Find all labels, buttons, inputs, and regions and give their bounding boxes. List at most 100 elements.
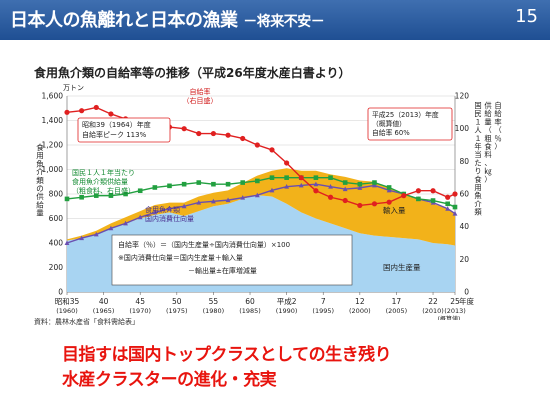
x-extra-label: (概算値) — [438, 315, 461, 320]
y-left-label: 量 — [36, 209, 44, 218]
annotation-latest: （概算値） — [372, 119, 406, 128]
per-capita-point — [430, 198, 436, 203]
y-right-label: 、 — [484, 158, 491, 167]
consumption-point — [445, 206, 451, 211]
consumption-point — [225, 197, 231, 203]
per-capita-point — [152, 185, 158, 190]
y-right-label: ） — [494, 142, 501, 151]
consumption-point — [167, 206, 172, 211]
y-right-label: 魚 — [474, 191, 482, 200]
consumption-point — [298, 182, 304, 188]
annotation-consumption: 食用魚介類 — [145, 205, 180, 214]
y-right-tick-label: 40 — [459, 222, 469, 231]
consumption-point — [452, 211, 458, 216]
self-sufficiency-point — [452, 191, 458, 197]
y-left-tick-label: 0 — [58, 288, 63, 297]
y-left-label: 供 — [36, 191, 44, 201]
x-tick-sublabel: (2005) — [386, 307, 408, 315]
x-tick-sublabel: (2013) — [444, 307, 466, 315]
y-right-label: 民 — [474, 109, 481, 118]
per-capita-point — [137, 188, 143, 194]
self-sufficiency-point — [298, 175, 304, 181]
y-right-label: １ — [474, 134, 481, 143]
x-tick-label: 45 — [135, 297, 145, 306]
self-sufficiency-point — [196, 130, 202, 137]
x-tick-sublabel: (1990) — [276, 307, 298, 315]
consumption-point — [372, 182, 377, 188]
y-left-label: 魚 — [36, 158, 44, 168]
self-sufficiency-point — [210, 130, 217, 137]
self-sufficiency-point — [254, 142, 260, 148]
self-sufficiency-point — [240, 135, 246, 142]
consumption-point — [313, 181, 319, 187]
per-capita-point — [284, 175, 289, 180]
per-capita-point — [167, 183, 172, 189]
header-bar: 日本人の魚離れと日本の漁業 －将来不安－ 15 — [0, 0, 550, 40]
formula-line-3: －輸出量±在庫増減量 — [188, 266, 257, 275]
consumption-point — [64, 240, 70, 245]
consumption-point — [357, 185, 363, 190]
x-tick-label: 12 — [355, 297, 365, 306]
y-left-tick-label: 800 — [49, 190, 64, 199]
annotation-consumption: 国内消費仕向量 — [145, 214, 194, 223]
y-right-tick-label: 0 — [464, 288, 469, 297]
x-tick-sublabel: (1970) — [129, 307, 151, 315]
y-right-label: 自 — [494, 101, 501, 110]
per-capita-point — [211, 181, 216, 187]
per-capita-point — [240, 180, 245, 185]
formula-box — [111, 234, 353, 286]
per-capita-point — [255, 178, 260, 184]
self-sufficiency-point — [108, 111, 114, 117]
annotation-per-capita: 国民１人１年当たり — [72, 168, 135, 177]
y-right-label: 国 — [474, 101, 481, 110]
y-right-label: ） — [484, 175, 491, 184]
y-right-label: た — [474, 158, 481, 167]
consumption-point — [284, 184, 290, 189]
chart-source: 資料：農林水産省「食料需給表」 — [34, 318, 139, 326]
y-right-label: 給 — [484, 109, 492, 118]
consumption-point — [196, 199, 202, 205]
annotation-latest: 自給率 60% — [372, 128, 410, 137]
consumption-point — [152, 209, 158, 215]
goal-text-2: 水産クラスターの進化・充実 — [62, 370, 277, 390]
title-subtitle: －将来不安－ — [243, 14, 325, 30]
y-left-label: 類 — [36, 175, 44, 185]
x-tick-sublabel: (1975) — [166, 307, 188, 315]
consumption-line — [66, 183, 456, 244]
x-tick-label: 平成2 — [277, 296, 297, 306]
y-right-tick-label: 60 — [459, 190, 469, 199]
consumption-point — [181, 203, 187, 209]
y-right-label: 粗 — [484, 134, 491, 143]
per-capita-point — [108, 193, 114, 198]
self-sufficiency-point — [269, 147, 275, 153]
x-tick-sublabel: (1980) — [203, 307, 225, 315]
x-tick-label: 22 — [428, 297, 438, 306]
x-tick-sublabel: (2000) — [349, 307, 371, 315]
y-right-label: ㎏ — [484, 167, 492, 177]
x-tick-label: 17 — [392, 297, 402, 306]
consumption-point — [269, 187, 275, 193]
y-left-label: の — [36, 184, 44, 193]
per-capita-point — [93, 193, 99, 198]
y-left-unit: 万トン — [63, 84, 84, 92]
annotation-peak: 自給率ピーク 113% — [82, 130, 147, 139]
per-capita-point — [372, 180, 377, 185]
per-capita-line — [66, 176, 456, 208]
per-capita-point — [269, 175, 275, 180]
x-tick-sublabel: (1965) — [93, 307, 115, 315]
y-right-label: １ — [474, 117, 481, 126]
y-right-tick-label: 80 — [459, 157, 469, 166]
x-unit: 年度 — [459, 296, 474, 306]
goal-text-1: 目指すは国内トップクラスとしての生き残り — [62, 345, 392, 365]
annotation-production: 国内生産量 — [383, 262, 421, 272]
per-capita-point — [181, 181, 187, 187]
y-right-label: 率 — [494, 117, 501, 126]
y-right-label: ％ — [494, 134, 501, 143]
x-tick-label: 25 — [450, 297, 460, 306]
per-capita-point — [445, 201, 450, 207]
x-tick-label: 7 — [321, 297, 326, 306]
self-sufficiency-point — [401, 193, 407, 199]
x-tick-sublabel: (1985) — [239, 307, 261, 315]
consumption-point — [123, 220, 128, 226]
per-capita-point — [79, 194, 84, 200]
